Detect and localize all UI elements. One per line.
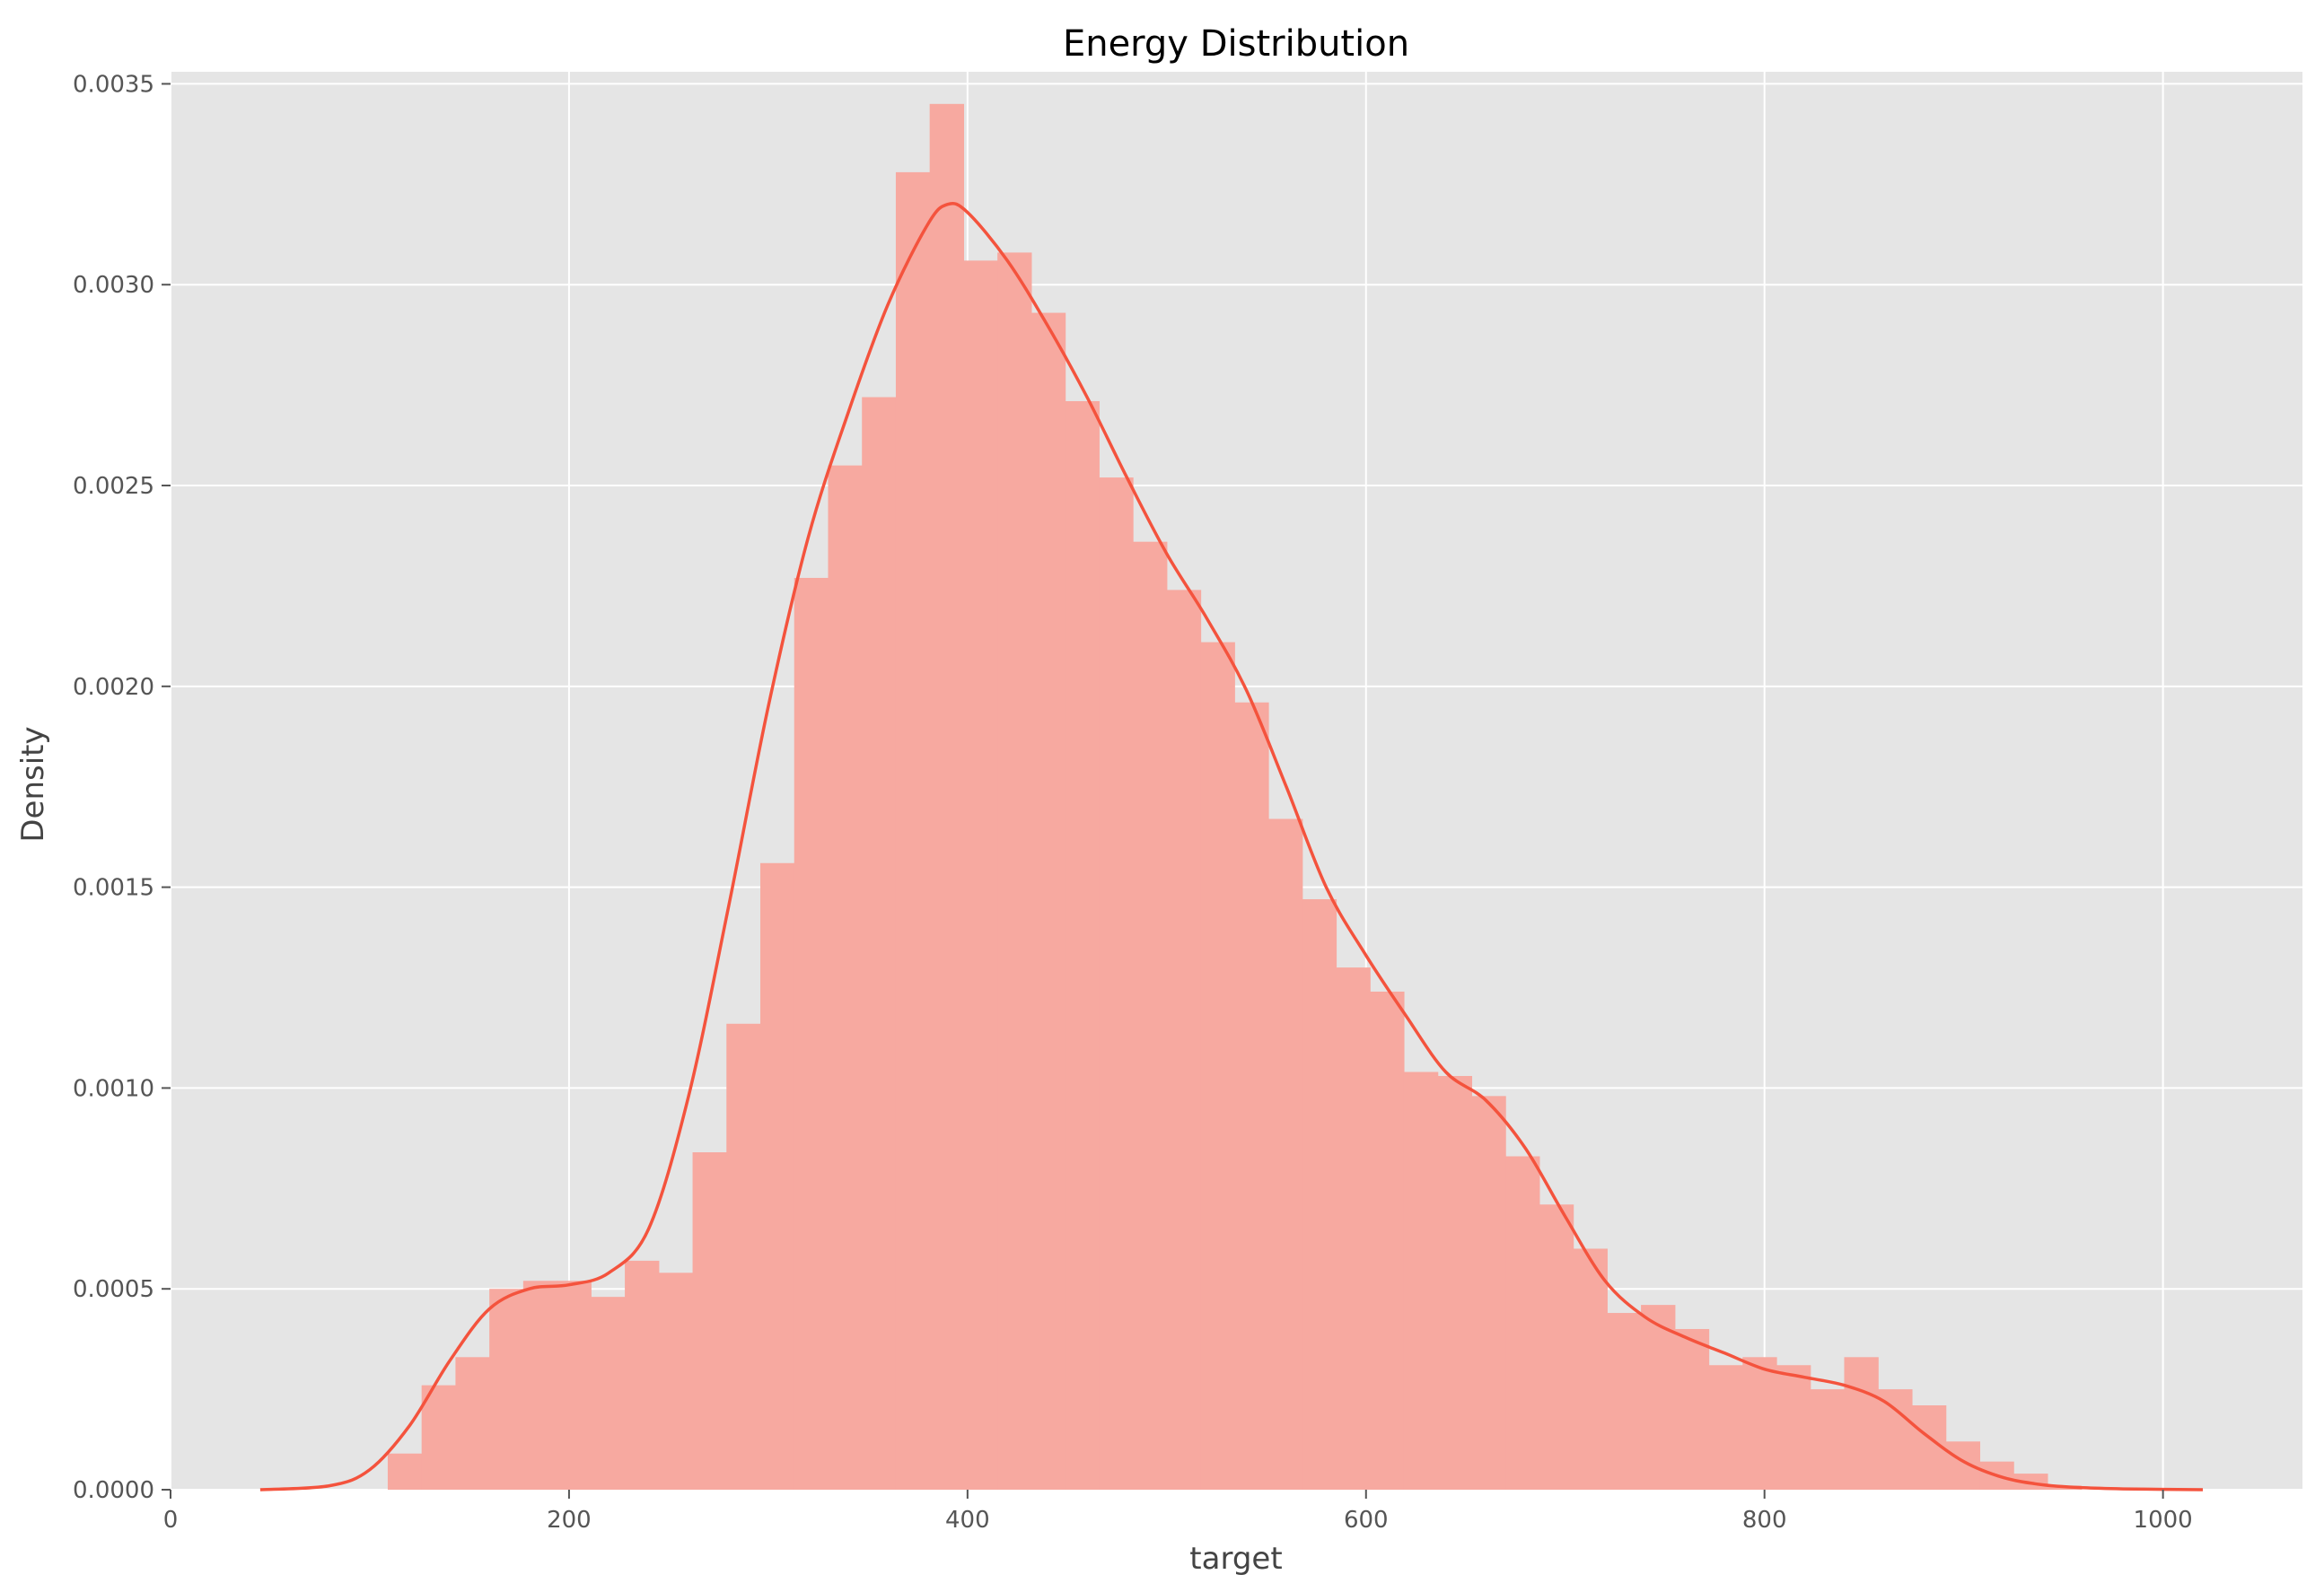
histogram-bar xyxy=(489,1289,524,1490)
histogram-bar xyxy=(828,465,863,1491)
histogram-bar xyxy=(1471,1096,1506,1490)
y-tick-label: 0.0010 xyxy=(73,1075,154,1102)
x-tick-label: 800 xyxy=(1742,1507,1787,1534)
histogram-bar xyxy=(1437,1075,1473,1490)
x-axis-label: target xyxy=(1189,1541,1282,1577)
histogram-bars xyxy=(387,103,2083,1491)
histogram-bar xyxy=(1133,541,1168,1490)
histogram-bar xyxy=(658,1273,694,1490)
histogram-bar xyxy=(1674,1328,1710,1490)
histogram-bar xyxy=(997,252,1032,1490)
histogram-bar xyxy=(895,171,931,1491)
histogram-bar xyxy=(387,1453,423,1490)
x-tick-label: 600 xyxy=(1344,1507,1389,1534)
histogram-bar xyxy=(1099,477,1134,1490)
y-tick-label: 0.0020 xyxy=(73,674,154,701)
x-tick-label: 200 xyxy=(547,1507,592,1534)
y-tick-label: 0.0000 xyxy=(73,1477,154,1504)
histogram-bar xyxy=(625,1260,660,1490)
histogram-bar xyxy=(1336,967,1371,1490)
histogram-bar xyxy=(1844,1357,1879,1490)
y-tick-label: 0.0005 xyxy=(73,1276,154,1303)
x-tick-label: 400 xyxy=(945,1507,990,1534)
histogram-bar xyxy=(929,103,965,1490)
histogram-bar xyxy=(1641,1305,1676,1490)
x-axis-ticks: 0 200 400 600 800 1000 xyxy=(163,1490,2193,1534)
histogram-bar xyxy=(557,1281,592,1490)
histogram-bar xyxy=(692,1152,727,1490)
y-tick-label: 0.0025 xyxy=(73,473,154,500)
x-tick-label: 0 xyxy=(163,1507,179,1534)
histogram-bar xyxy=(1030,312,1066,1491)
histogram-bar xyxy=(1403,1072,1439,1490)
x-tick-label: 1000 xyxy=(2134,1507,2193,1534)
histogram-bar xyxy=(421,1385,457,1490)
y-axis-ticks: 0.0000 0.0005 0.0010 0.0015 0.0020 0.0025 0.00… xyxy=(73,71,171,1504)
histogram-bar xyxy=(591,1297,626,1490)
histogram-bar xyxy=(1505,1156,1540,1490)
histogram-bar xyxy=(1573,1248,1608,1490)
y-axis-label: Density xyxy=(15,726,51,842)
histogram-bar xyxy=(1268,818,1303,1490)
histogram-bar xyxy=(1200,642,1235,1490)
y-tick-label: 0.0030 xyxy=(73,272,154,299)
chart-title: Energy Distribution xyxy=(1063,23,1409,65)
histogram-bar xyxy=(455,1357,490,1490)
histogram-bar xyxy=(1878,1389,1913,1490)
histogram-bar xyxy=(522,1281,558,1490)
histogram-bar xyxy=(1742,1357,1777,1490)
y-tick-label: 0.0015 xyxy=(73,875,154,902)
histogram-bar xyxy=(1708,1365,1743,1490)
histogram-bar xyxy=(1234,702,1269,1490)
histogram-bar xyxy=(1370,991,1405,1490)
histogram-bar xyxy=(1776,1365,1811,1490)
histogram-bar xyxy=(794,577,829,1490)
y-tick-label: 0.0035 xyxy=(73,71,154,98)
histogram-bar xyxy=(1539,1204,1574,1490)
histogram-bar xyxy=(760,862,795,1490)
histogram-bar xyxy=(963,260,998,1490)
histogram-bar xyxy=(1810,1389,1846,1490)
histogram-bar xyxy=(862,397,897,1490)
histogram-bar xyxy=(726,1023,761,1490)
histogram-bar xyxy=(1065,401,1100,1490)
histogram-bar xyxy=(1166,590,1202,1490)
histogram-bar xyxy=(1302,899,1337,1490)
histogram-bar xyxy=(1607,1313,1642,1490)
kde-curve xyxy=(259,201,2204,1491)
